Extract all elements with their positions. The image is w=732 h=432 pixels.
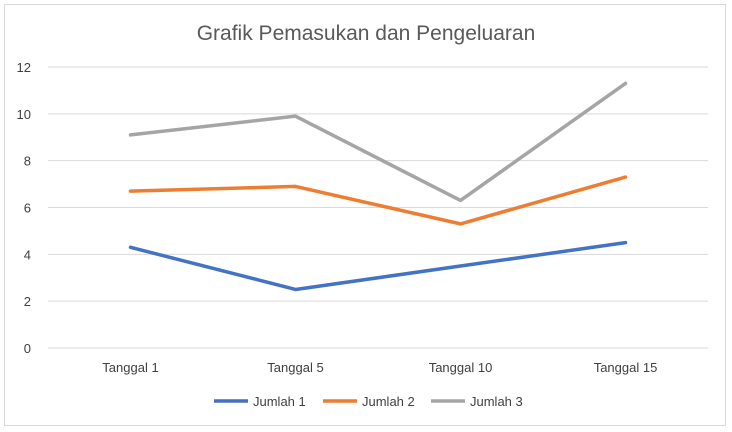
legend: Jumlah 1 Jumlah 2 Jumlah 3 bbox=[214, 394, 523, 409]
legend-label: Jumlah 3 bbox=[470, 394, 523, 409]
legend-item: Jumlah 3 bbox=[431, 394, 523, 409]
x-axis-ticks: Tanggal 1 Tanggal 5 Tanggal 10 Tanggal 15 bbox=[102, 360, 657, 375]
y-tick-label: 10 bbox=[17, 107, 31, 122]
gridlines bbox=[48, 66, 708, 349]
chart-title: Grafik Pemasukan dan Pengeluaran bbox=[197, 22, 536, 45]
y-tick-label: 6 bbox=[24, 201, 31, 216]
y-tick-label: 12 bbox=[17, 60, 31, 75]
series-line-3 bbox=[128, 81, 628, 203]
chart-frame bbox=[4, 4, 726, 426]
y-axis-ticks: 0 2 4 6 8 10 12 bbox=[17, 60, 31, 356]
legend-label: Jumlah 1 bbox=[253, 394, 306, 409]
legend-label: Jumlah 2 bbox=[362, 394, 415, 409]
series-line-1 bbox=[128, 240, 628, 292]
y-tick-label: 4 bbox=[24, 247, 31, 262]
x-tick-label: Tanggal 10 bbox=[429, 360, 493, 375]
y-tick-label: 8 bbox=[24, 154, 31, 169]
legend-item: Jumlah 2 bbox=[323, 394, 415, 409]
x-tick-label: Tanggal 1 bbox=[102, 360, 158, 375]
series-line-2 bbox=[128, 175, 628, 226]
legend-item: Jumlah 1 bbox=[214, 394, 306, 409]
y-tick-label: 2 bbox=[24, 294, 31, 309]
x-tick-label: Tanggal 15 bbox=[594, 360, 658, 375]
series-lines bbox=[128, 81, 628, 292]
y-tick-label: 0 bbox=[24, 341, 31, 356]
x-tick-label: Tanggal 5 bbox=[267, 360, 323, 375]
